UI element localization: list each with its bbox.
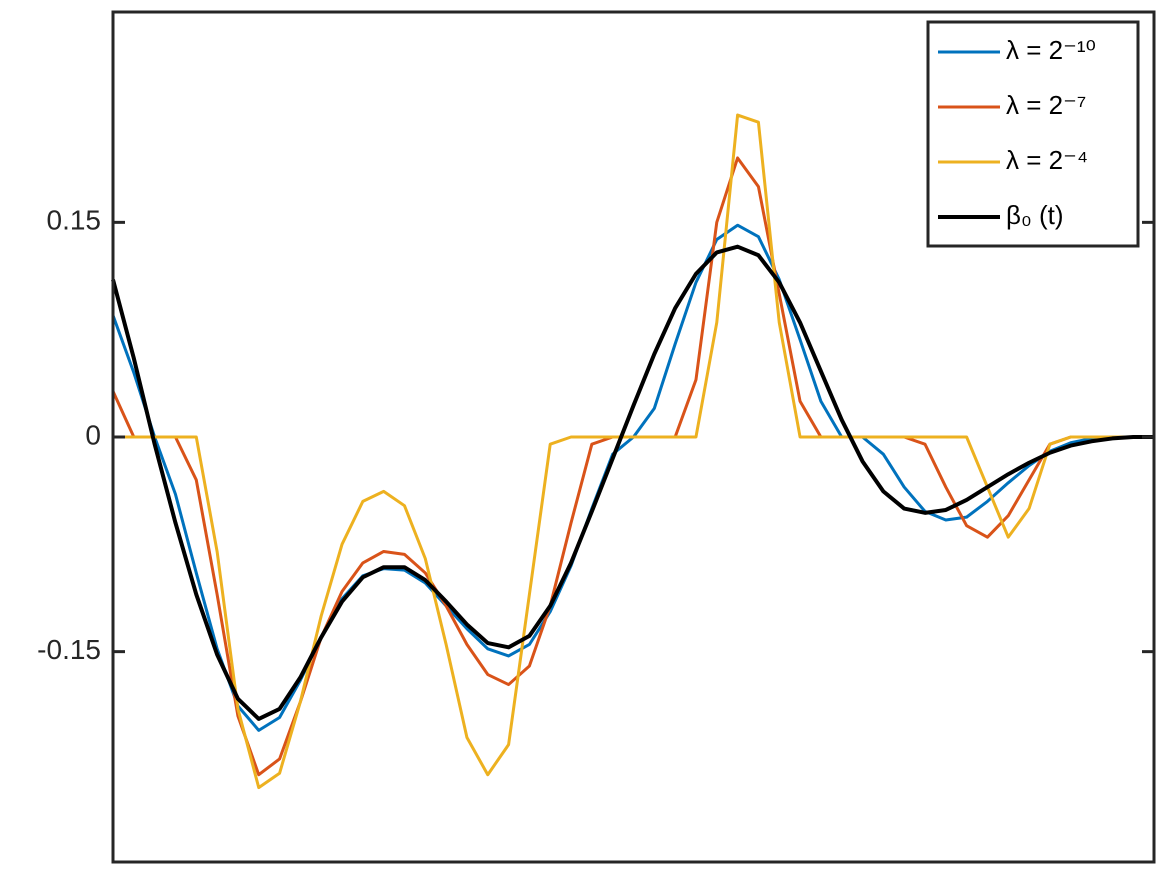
legend-label: λ = 2⁻⁴	[1006, 145, 1088, 175]
legend-label: λ = 2⁻⁷	[1006, 90, 1086, 120]
legend-label: β₀ (t)	[1006, 200, 1064, 230]
y-tick-label: 0.15	[47, 205, 102, 236]
legend: λ = 2⁻¹⁰ λ = 2⁻⁷ λ = 2⁻⁴ β₀ (t)	[926, 20, 1140, 248]
legend-box	[926, 20, 1140, 248]
legend-label: λ = 2⁻¹⁰	[1006, 35, 1096, 65]
series-line	[113, 113, 1154, 790]
series-line	[111, 244, 1154, 721]
y-tick-label: -0.15	[37, 634, 101, 665]
y-tick-label: 0	[85, 419, 101, 450]
